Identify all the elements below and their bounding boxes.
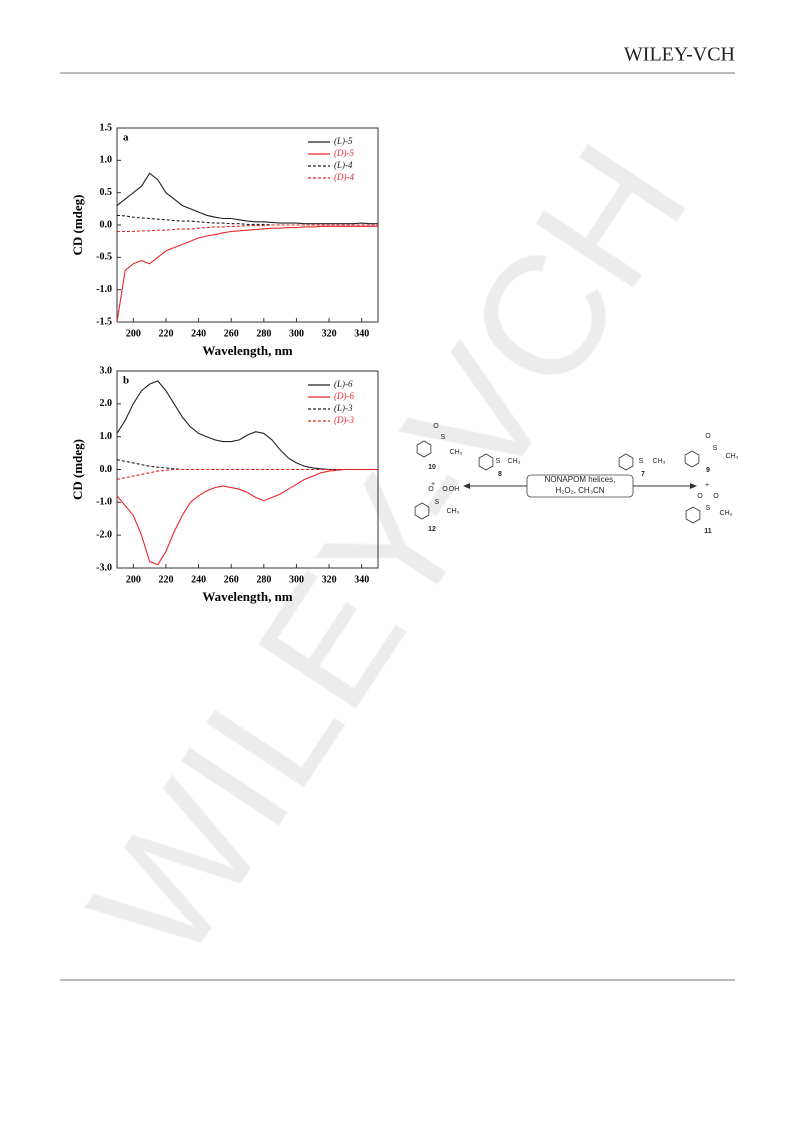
- x-tick-label: 340: [354, 574, 369, 585]
- arrowhead-right: [690, 483, 697, 489]
- y-tick-label: -1.0: [96, 497, 112, 508]
- x-tick-label: 220: [158, 574, 173, 585]
- x-axis-title: Wavelength, nm: [202, 589, 292, 604]
- benzene-ring: [684, 450, 700, 468]
- y-tick-label: 1.0: [100, 431, 113, 442]
- header-brand: WILEY-VCH: [624, 44, 735, 66]
- legend-label: (L)-6: [334, 379, 353, 389]
- scheme-text: S: [435, 499, 440, 506]
- benzene-ring: [618, 453, 634, 471]
- scheme-text: 7: [641, 471, 645, 478]
- scheme-text: 12: [428, 526, 436, 533]
- scheme-text: CH₃: [653, 458, 666, 465]
- legend-label: (D)-6: [334, 391, 354, 401]
- x-tick-label: 200: [126, 328, 141, 339]
- panel-label: a: [123, 132, 129, 144]
- scheme-text: S: [496, 458, 501, 465]
- y-tick-label: 0.0: [100, 464, 113, 475]
- arrowhead-left: [463, 483, 470, 489]
- x-tick-label: 240: [191, 574, 206, 585]
- scheme-text: O: [428, 486, 434, 493]
- scheme-text: CH₃: [447, 508, 460, 515]
- x-tick-label: 300: [289, 328, 304, 339]
- x-tick-label: 200: [126, 574, 141, 585]
- y-tick-label: 1.5: [100, 122, 113, 133]
- y-tick-label: -1.0: [96, 284, 112, 295]
- series-line: [116, 380, 378, 471]
- x-tick-label: 340: [354, 328, 369, 339]
- scheme-text: 8: [498, 471, 502, 478]
- scheme-text: O: [713, 493, 719, 500]
- legend-label: (L)-3: [334, 403, 353, 413]
- y-tick-label: -3.0: [96, 562, 112, 573]
- x-tick-label: 300: [289, 574, 304, 585]
- scheme-text: O: [442, 486, 448, 493]
- scheme-text: +: [431, 481, 435, 488]
- scheme-text: S: [639, 458, 644, 465]
- scheme-text: S: [713, 445, 718, 452]
- scheme-text: S: [706, 505, 711, 512]
- x-tick-label: 320: [322, 328, 337, 339]
- scheme-text: CH₃: [450, 449, 463, 456]
- y-tick-label: -0.5: [96, 252, 112, 263]
- series-line: [117, 224, 378, 233]
- scheme-text: 11: [704, 528, 712, 535]
- x-tick-label: 220: [158, 328, 173, 339]
- y-tick-label: 2.0: [100, 398, 113, 409]
- benzene-ring: [416, 440, 432, 458]
- x-tick-label: 260: [224, 328, 239, 339]
- x-axis-title: Wavelength, nm: [202, 343, 292, 358]
- scheme-text: +: [705, 482, 709, 489]
- panel-label: b: [123, 375, 129, 387]
- x-tick-label: 280: [256, 328, 271, 339]
- legend-label: (L)-4: [334, 160, 353, 170]
- benzene-ring: [478, 453, 494, 471]
- y-tick-label: 3.0: [100, 365, 113, 376]
- x-tick-label: 280: [256, 574, 271, 585]
- y-tick-label: -1.5: [96, 316, 112, 327]
- y-tick-label: 0.5: [100, 187, 113, 198]
- scheme-text: O: [433, 423, 439, 430]
- series-line: [116, 172, 378, 225]
- y-tick-label: 0.0: [100, 219, 113, 230]
- legend-label: (D)-5: [334, 148, 354, 158]
- scheme-text: CH₃: [508, 458, 521, 465]
- benzene-ring: [414, 502, 430, 520]
- y-axis-title: CD (mdeg): [70, 194, 85, 255]
- benzene-ring: [685, 506, 701, 524]
- legend-label: (D)-3: [334, 415, 354, 425]
- scheme-text: H₂O₂, CH₃CN: [555, 486, 604, 495]
- x-tick-label: 240: [191, 328, 206, 339]
- scheme-text: OH: [449, 486, 460, 493]
- series-line: [116, 225, 378, 323]
- scheme-text: 10: [428, 464, 436, 471]
- y-tick-label: 1.0: [100, 155, 113, 166]
- series-line: [116, 468, 378, 480]
- y-axis-title: CD (mdeg): [70, 439, 85, 500]
- x-tick-label: 320: [322, 574, 337, 585]
- legend-label: (L)-5: [334, 136, 353, 146]
- scheme-text: 9: [706, 467, 710, 474]
- scheme-text: CH₃: [726, 453, 739, 460]
- x-tick-label: 260: [224, 574, 239, 585]
- scheme-text: NONAPOM helices,: [545, 475, 616, 484]
- scheme-text: S: [441, 434, 446, 441]
- watermark: WILEY-VCH: [54, 113, 724, 993]
- y-tick-label: -2.0: [96, 529, 112, 540]
- scheme-text: CH₃: [720, 510, 733, 517]
- scheme-text: O: [697, 493, 703, 500]
- legend-label: (D)-4: [334, 172, 354, 182]
- scheme-text: O: [705, 433, 711, 440]
- series-line: [116, 468, 378, 566]
